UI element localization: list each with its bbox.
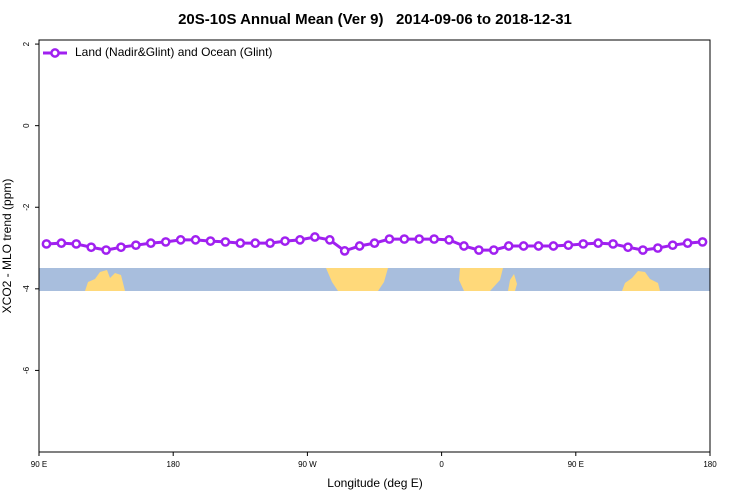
point (682, 238, 693, 248)
point (697, 237, 708, 247)
y-axis-label: XCO2 - MLO trend (ppm) (0, 179, 14, 314)
y-tick-label: 0 (22, 123, 31, 128)
point (354, 241, 365, 251)
point (533, 241, 544, 251)
point (384, 234, 395, 244)
point (101, 245, 111, 255)
x-tick-label: 180 (167, 460, 181, 469)
point (474, 245, 484, 255)
point (578, 239, 589, 249)
y-tick-label: 2 (22, 41, 31, 46)
point (548, 241, 559, 251)
point (593, 238, 604, 248)
y-tick-label: -4 (22, 285, 31, 293)
point (459, 241, 469, 251)
point (429, 234, 439, 244)
point (638, 245, 648, 255)
point (145, 238, 156, 248)
point (503, 241, 514, 251)
legend-marker (50, 48, 60, 58)
point (563, 240, 574, 251)
x-tick-label: 90 W (298, 460, 317, 469)
point (116, 242, 126, 253)
point (608, 239, 618, 249)
point (310, 232, 320, 242)
legend-label: Land (Nadir&Glint) and Ocean (Glint) (75, 45, 272, 59)
y-tick-label: -2 (22, 203, 31, 211)
point (265, 238, 275, 248)
plot-frame (38, 39, 711, 453)
x-tick-label: 180 (703, 460, 717, 469)
point (86, 242, 97, 253)
point (369, 238, 380, 248)
point (488, 245, 499, 255)
point (235, 238, 246, 248)
map-strip (39, 268, 710, 291)
point (667, 240, 678, 251)
x-tick-label: 90 E (568, 460, 584, 469)
point (414, 234, 425, 244)
point (324, 235, 335, 245)
point (280, 236, 290, 246)
point (41, 239, 52, 249)
x-axis-label: Longitude (deg E) (327, 476, 422, 490)
x-tick-label: 0 (439, 460, 444, 469)
point (339, 246, 350, 256)
point (190, 235, 201, 245)
x-tick-label: 90 E (31, 460, 47, 469)
point (71, 239, 82, 249)
point (652, 243, 663, 253)
point (444, 235, 454, 245)
point (160, 237, 171, 247)
point (295, 235, 305, 245)
point (205, 236, 216, 246)
point (250, 238, 261, 248)
chart-title: 20S-10S Annual Mean (Ver 9) 2014-09-06 t… (178, 11, 572, 28)
point (623, 242, 633, 253)
point (220, 237, 231, 247)
point (56, 238, 67, 248)
y-tick-label: -6 (22, 366, 31, 374)
point (131, 240, 141, 251)
point (399, 234, 410, 244)
point (518, 241, 529, 251)
point (175, 235, 186, 245)
